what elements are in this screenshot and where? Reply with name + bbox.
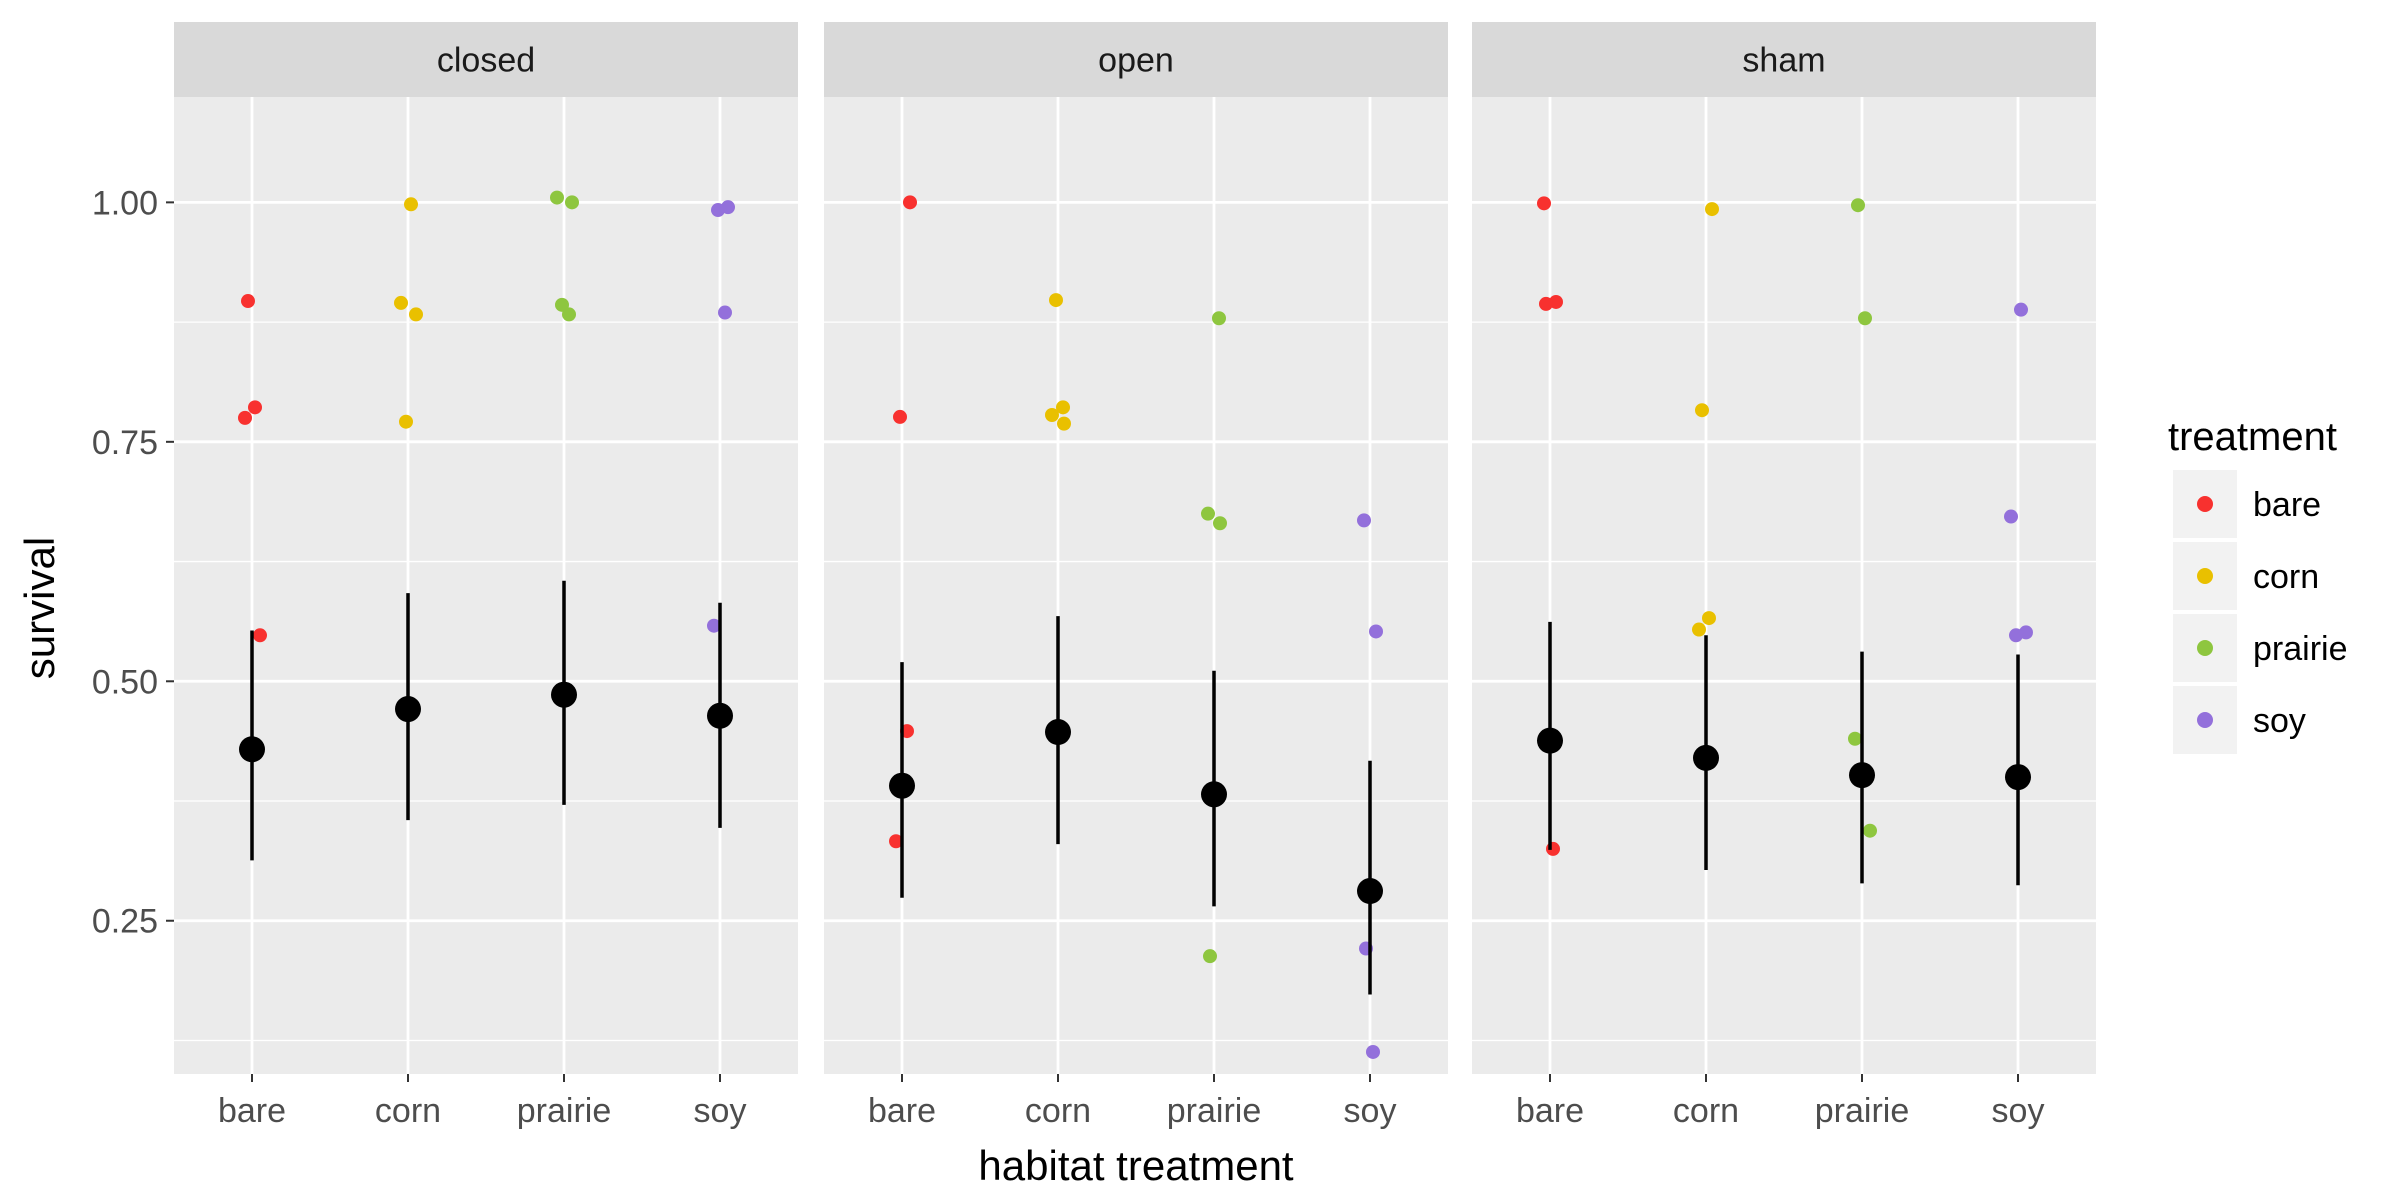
legend-title: treatment: [2168, 415, 2337, 459]
mean-point-prairie: [1849, 762, 1875, 789]
mean-point-soy: [707, 702, 733, 729]
panel-strip-label: sham: [1742, 42, 1825, 80]
panel-background: [1472, 97, 2096, 1074]
y-tick-label: 0.75: [92, 424, 158, 462]
x-tick-label: soy: [1344, 1092, 1397, 1130]
legend-label-corn: corn: [2253, 558, 2319, 596]
data-point-corn: [1045, 408, 1059, 423]
panel-strip: [1472, 22, 2096, 97]
data-point-prairie: [1851, 198, 1865, 213]
data-point-corn: [1695, 403, 1709, 418]
data-point-soy: [2004, 509, 2018, 524]
data-point-prairie: [550, 190, 564, 205]
data-point-soy: [1369, 624, 1383, 639]
x-tick-label: corn: [1673, 1092, 1739, 1130]
panel-open: open bare corn prairie soy: [824, 22, 1448, 1130]
data-point-prairie: [1212, 311, 1226, 326]
data-point-bare: [903, 195, 917, 210]
x-tick-label: corn: [375, 1092, 441, 1130]
x-tick-label: soy: [1992, 1092, 2045, 1130]
data-point-bare: [1537, 196, 1551, 211]
data-point-prairie: [1848, 731, 1862, 746]
data-point-corn: [404, 197, 418, 212]
data-point-soy: [707, 618, 721, 633]
legend-swatch-bare: [2197, 496, 2213, 512]
y-axis-title: survival: [16, 537, 63, 679]
data-point-soy: [711, 203, 725, 218]
mean-point-corn: [1693, 744, 1719, 771]
data-point-soy: [718, 305, 732, 320]
data-point-soy: [2009, 628, 2023, 643]
mean-point-prairie: [1201, 781, 1227, 808]
legend-swatch-soy: [2197, 712, 2213, 728]
data-point-prairie: [1201, 506, 1215, 521]
data-point-prairie: [1858, 311, 1872, 326]
x-tick-label: bare: [868, 1092, 936, 1130]
mean-point-soy: [2005, 764, 2031, 791]
data-point-corn: [399, 414, 413, 429]
data-point-bare: [241, 294, 255, 309]
mean-point-corn: [1045, 719, 1071, 746]
legend-swatch-prairie: [2197, 640, 2213, 656]
data-point-prairie: [1213, 516, 1227, 531]
x-tick-label: soy: [694, 1092, 747, 1130]
mean-point-bare: [1537, 727, 1563, 754]
data-point-corn: [1702, 611, 1716, 626]
data-point-corn: [1049, 293, 1063, 308]
panel-closed: closed bare corn prairie soy: [174, 22, 798, 1130]
data-point-prairie: [1863, 823, 1877, 838]
x-tick-label: bare: [1516, 1092, 1584, 1130]
data-point-soy: [1366, 1044, 1380, 1059]
data-point-bare: [1546, 841, 1560, 856]
x-tick-label: prairie: [1815, 1092, 1909, 1130]
x-tick-label: prairie: [517, 1092, 611, 1130]
data-point-prairie: [1203, 949, 1217, 964]
data-point-prairie: [562, 307, 576, 322]
data-point-bare: [253, 628, 267, 643]
data-point-bare: [1539, 296, 1553, 311]
panel-strip: [174, 22, 798, 97]
data-point-corn: [394, 295, 408, 310]
y-tick-label: 1.00: [92, 184, 158, 222]
y-tick-label: 0.50: [92, 663, 158, 701]
legend-swatch-corn: [2197, 568, 2213, 584]
data-point-bare: [248, 400, 262, 415]
data-point-corn: [1057, 416, 1071, 431]
y-tick-label: 0.25: [92, 903, 158, 941]
legend-label-bare: bare: [2253, 486, 2321, 524]
legend-label-soy: soy: [2253, 702, 2306, 740]
mean-point-corn: [395, 696, 421, 723]
data-point-corn: [1705, 202, 1719, 217]
panel-strip-label: closed: [437, 42, 535, 80]
x-tick-label: bare: [218, 1092, 286, 1130]
mean-point-bare: [239, 736, 265, 763]
data-point-prairie: [565, 195, 579, 210]
legend: treatment bare corn prairie soy: [2168, 415, 2347, 754]
data-point-bare: [893, 409, 907, 424]
legend-label-prairie: prairie: [2253, 630, 2347, 668]
panel-strip: [824, 22, 1448, 97]
y-axis: 0.25 0.50 0.75 1.00: [92, 184, 174, 941]
data-point-soy: [1357, 513, 1371, 528]
panel-background: [174, 97, 798, 1074]
data-point-corn: [409, 307, 423, 322]
panel-strip-label: open: [1098, 42, 1174, 80]
mean-point-bare: [889, 772, 915, 799]
data-point-soy: [2014, 302, 2028, 317]
mean-point-soy: [1357, 878, 1383, 905]
data-point-corn: [1692, 622, 1706, 637]
panel-sham: sham bare corn prairie soy: [1472, 22, 2096, 1130]
data-point-corn: [1056, 400, 1070, 415]
x-tick-label: corn: [1025, 1092, 1091, 1130]
panels-layer: closed bare corn prairie soy open bare corn prai…: [174, 22, 2096, 1130]
data-point-prairie: [555, 297, 569, 312]
x-axis-title: habitat treatment: [978, 1142, 1294, 1189]
data-point-bare: [238, 410, 252, 425]
mean-point-prairie: [551, 681, 577, 708]
x-tick-label: prairie: [1167, 1092, 1261, 1130]
panel-background: [824, 97, 1448, 1074]
data-point-bare: [889, 834, 903, 849]
